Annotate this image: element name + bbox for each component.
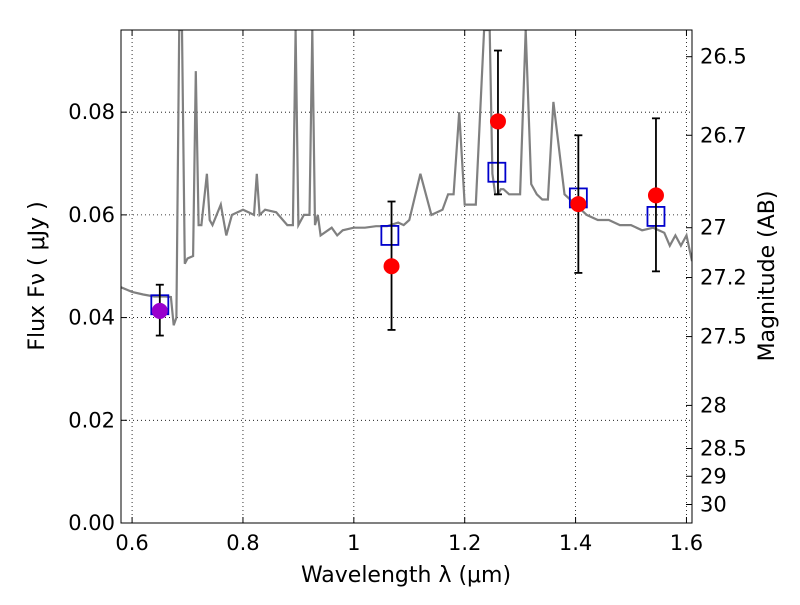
spectrum-line (121, 30, 692, 326)
y-tick-label: 0.04 (68, 306, 115, 330)
plot-frame (120, 29, 693, 524)
y-tick-label: 0.06 (68, 203, 115, 227)
model-square-marker (380, 225, 400, 246)
x-tick-label: 1.4 (559, 531, 592, 555)
x-tick-label: 1 (347, 531, 360, 555)
right-tick-label: 27.5 (700, 325, 747, 349)
tick-layer: 0.6 0.8 1 1.2 1.4 1.6 0.00 0.02 0.04 0.06 0.08 26.5… (68, 30, 747, 555)
right-axis-label: Magnitude (AB) (755, 191, 780, 362)
y-axis-label: Flux Fν ( μJy ) (25, 201, 50, 350)
x-tick-label: 0.8 (226, 531, 259, 555)
x-axis-label: Wavelength λ (μm) (301, 563, 511, 588)
data-point (383, 258, 400, 275)
right-tick-label: 30 (700, 493, 727, 517)
x-tick-label: 0.6 (115, 531, 148, 555)
right-tick-label: 26.7 (700, 123, 747, 147)
data-point (570, 196, 587, 213)
data-point (151, 302, 168, 319)
x-tick-label: 1.2 (448, 531, 481, 555)
y-tick-label: 0.08 (68, 100, 115, 124)
y-tick-label: 0.02 (68, 408, 115, 432)
right-tick-label: 26.5 (700, 45, 747, 69)
grid-lines (121, 30, 692, 524)
right-tick-label: 27 (700, 216, 727, 240)
model-square-marker (487, 161, 507, 183)
data-point (647, 187, 664, 204)
right-tick-label: 28 (700, 393, 727, 417)
y-tick-label: 0.00 (68, 511, 115, 535)
right-tick-label: 27.2 (700, 266, 747, 290)
x-tick-label: 1.6 (670, 531, 703, 555)
series-layer (121, 30, 692, 337)
right-tick-label: 28.5 (700, 437, 747, 461)
right-tick-label: 29 (700, 464, 727, 488)
data-point (489, 113, 506, 130)
